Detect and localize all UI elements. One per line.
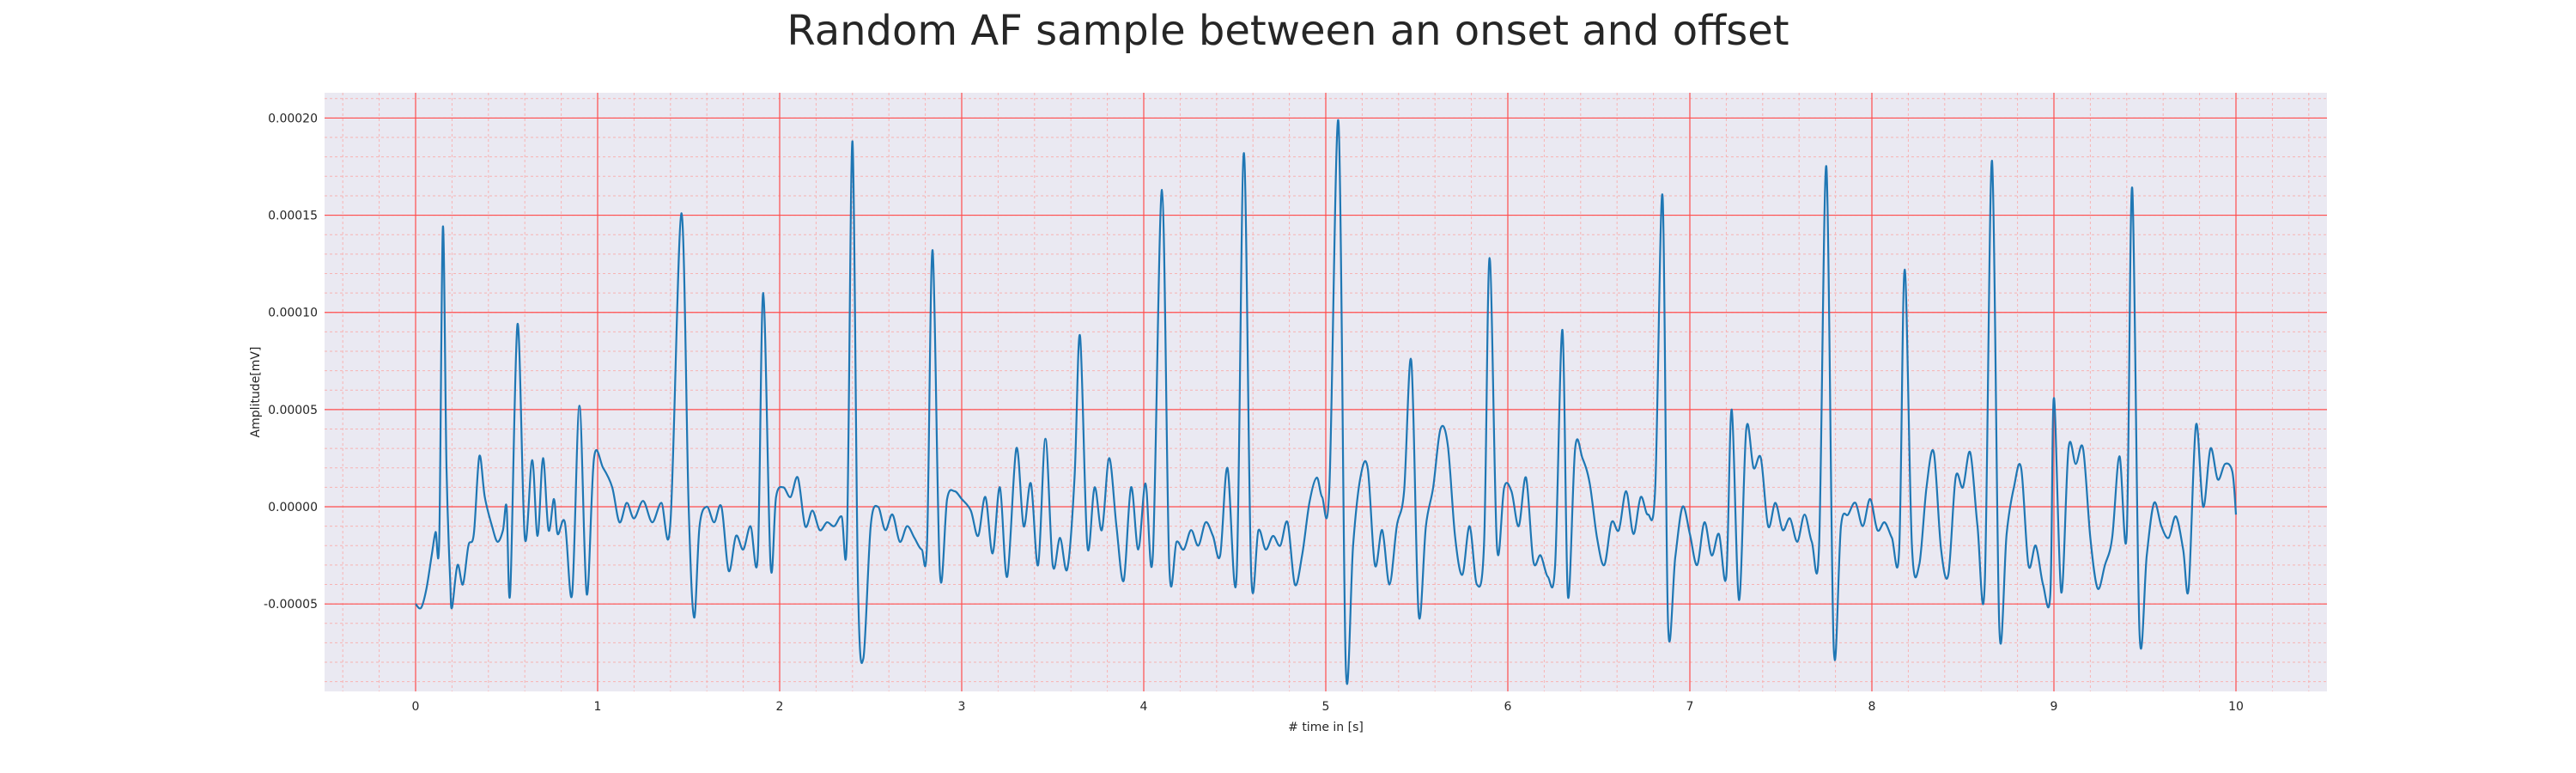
y-tick-label: 0.00015 <box>268 210 318 223</box>
y-tick-label: 0.00000 <box>268 501 318 514</box>
x-tick-label: 7 <box>1686 700 1694 714</box>
x-tick-label: 2 <box>776 700 784 714</box>
y-tick-label: 0.00005 <box>268 404 318 417</box>
series-layer <box>415 119 2238 685</box>
chart-title: Random AF sample between an onset and of… <box>787 7 1789 55</box>
y-tick-label: 0.00020 <box>268 112 318 125</box>
x-tick-label: 4 <box>1140 700 1148 714</box>
x-tick-label: 1 <box>594 700 602 714</box>
x-tick-label: 8 <box>1868 700 1876 714</box>
y-tick-label: 0.00010 <box>268 307 318 320</box>
y-tick-label: -0.00005 <box>264 598 318 612</box>
x-tick-label: 0 <box>412 700 420 714</box>
x-tick-label: 5 <box>1322 700 1330 714</box>
series-line-0 <box>415 119 2238 685</box>
x-tick-label: 10 <box>2228 700 2244 714</box>
x-tick-label: 3 <box>958 700 966 714</box>
x-tick-label: 9 <box>2050 700 2058 714</box>
x-axis-label: # time in [s] <box>1288 721 1364 734</box>
x-tick-label: 6 <box>1504 700 1512 714</box>
x-axis-ticks: 0 1 2 3 4 5 6 7 8 9 10 <box>412 700 2244 714</box>
y-axis-ticks: -0.00005 0.00000 0.00005 0.00010 0.00015 0.00… <box>264 112 318 612</box>
y-axis-label: Amplitude[mV] <box>249 347 263 438</box>
